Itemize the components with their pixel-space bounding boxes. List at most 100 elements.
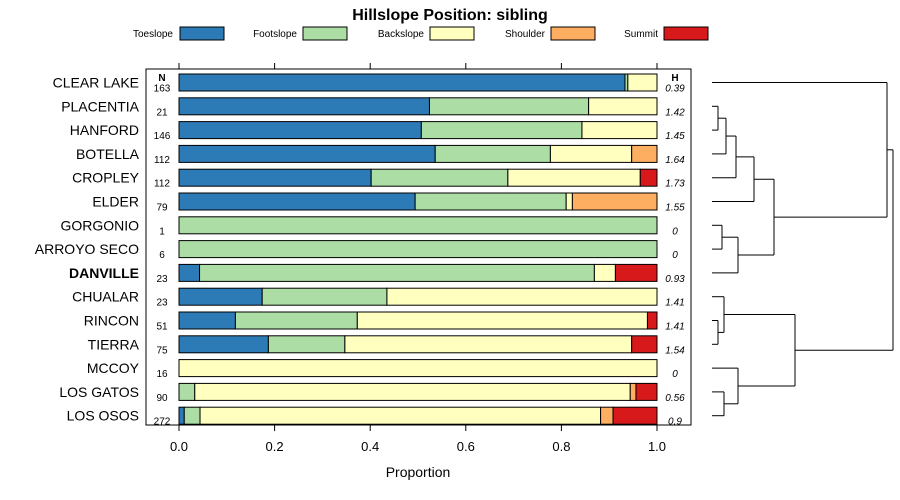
bar-segment-backslope [581,121,658,140]
row-los-gatos: LOS GATOS 90 0.56 [59,382,685,404]
x-axis: 0.0 0.2 0.4 0.6 0.8 1.0 [170,63,666,454]
bar-segment-footslope [234,311,358,330]
site-label: MCCOY [87,360,140,376]
x-tick-label: 0.6 [457,439,475,454]
site-label: LOS GATOS [59,384,139,400]
bar-segment-backslope [178,359,658,378]
n-value: 146 [154,131,171,142]
bar-segment-backslope [593,263,616,282]
h-value: 1.54 [665,345,685,356]
legend-label-footslope: Footslope [253,29,297,40]
n-value: 1 [159,226,165,237]
row-gorgonio: GORGONIO 1 0 [60,216,678,237]
x-tick-label: 0.4 [361,439,379,454]
h-value: 1.55 [665,203,685,214]
bar-segment-toeslope [178,121,422,140]
h-value: 1.73 [665,179,685,190]
site-label: ARROYO SECO [35,241,139,257]
bar-segment-toeslope [178,263,201,282]
h-value: 1.45 [665,131,685,142]
row-arroyo-seco: ARROYO SECO 6 0 [35,240,678,261]
n-value: 6 [159,250,165,261]
bar-segment-summit [646,311,658,330]
row-danville: DANVILLE 23 0.93 [69,263,685,285]
legend-label-shoulder: Shoulder [505,29,546,40]
row-tierra: TIERRA 75 1.54 [88,335,685,356]
site-label: GORGONIO [60,217,139,233]
n-value: 112 [154,155,170,166]
legend: Toeslope Footslope Backslope Shoulder Summit [133,26,709,41]
bar-segment-backslope [565,192,573,211]
site-label: RINCON [84,313,139,329]
site-label: BOTELLA [76,146,140,162]
row-los-osos: LOS OSOS 272 0.9 [67,406,682,428]
row-elder: ELDER 79 1.55 [92,192,685,214]
n-value: 21 [156,107,168,118]
bar-segment-backslope [549,144,633,163]
x-tick-label: 0.8 [552,439,570,454]
x-tick-label: 0.2 [266,439,284,454]
bar-segment-footslope [434,144,551,163]
bar-segment-footslope [178,216,658,235]
bar-segment-footslope [414,192,567,211]
row-mccoy: MCCOY 16 0 [87,359,678,380]
legend-label-toeslope: Toeslope [133,29,173,40]
n-value: 272 [154,417,171,428]
bar-segment-footslope [261,287,388,306]
h-value: 0.56 [665,393,685,404]
h-header: H [671,73,678,84]
h-value: 1.64 [665,155,685,166]
row-cropley: CROPLEY 112 1.73 [72,168,685,190]
n-value: 16 [156,369,168,380]
bar-segment-footslope [428,97,590,116]
bar-segment-summit [639,168,658,187]
site-label: CLEAR LAKE [53,75,139,91]
bar-segment-footslope [370,168,509,187]
n-header: N [158,73,165,84]
site-label: LOS OSOS [67,408,139,424]
h-value: 0.39 [665,84,685,95]
x-tick-label: 0.0 [170,439,188,454]
bar-segment-summit [614,263,658,282]
plot-frame [145,68,692,426]
bar-segment-summit [635,382,658,401]
bar-segment-toeslope [178,406,185,425]
bar-segment-backslope [194,382,631,401]
bar-segment-backslope [507,168,641,187]
bar-segment-backslope [356,311,648,330]
legend-label-summit: Summit [624,29,658,40]
n-value: 79 [156,203,168,214]
h-value: 0 [672,250,678,261]
dendrogram [712,82,894,417]
h-value: 0 [672,369,678,380]
h-value: 0 [672,226,678,237]
n-value: 163 [154,84,171,95]
h-value: 1.42 [665,107,685,118]
site-label: CHUALAR [72,289,139,305]
bar-segment-backslope [386,287,658,306]
bar-segment-toeslope [178,335,269,354]
bar-segment-footslope [420,121,583,140]
n-value: 51 [156,322,168,333]
bar-segment-toeslope [178,144,436,163]
bar-segment-shoulder [600,406,614,425]
h-value: 1.41 [665,298,684,309]
row-hanford: HANFORD 146 1.45 [70,121,685,142]
h-value: 1.41 [665,322,684,333]
bar-segment-summit [612,406,658,425]
n-value: 90 [156,393,168,404]
row-clear-lake: CLEAR LAKE 163 0.39 [53,73,685,95]
legend-swatch-summit [663,26,709,41]
bar-segment-shoulder [571,192,658,211]
h-value: 0.93 [665,274,685,285]
row-placentia: PLACENTIA 21 1.42 [61,97,685,118]
legend-swatch-toeslope [179,26,225,41]
site-label: TIERRA [88,336,140,352]
bar-segment-toeslope [178,168,372,187]
row-botella: BOTELLA 112 1.64 [76,144,685,166]
bar-segment-summit [631,335,658,354]
site-label: DANVILLE [69,265,139,281]
bar-segment-toeslope [178,311,236,330]
bar-segment-footslope [267,335,346,354]
